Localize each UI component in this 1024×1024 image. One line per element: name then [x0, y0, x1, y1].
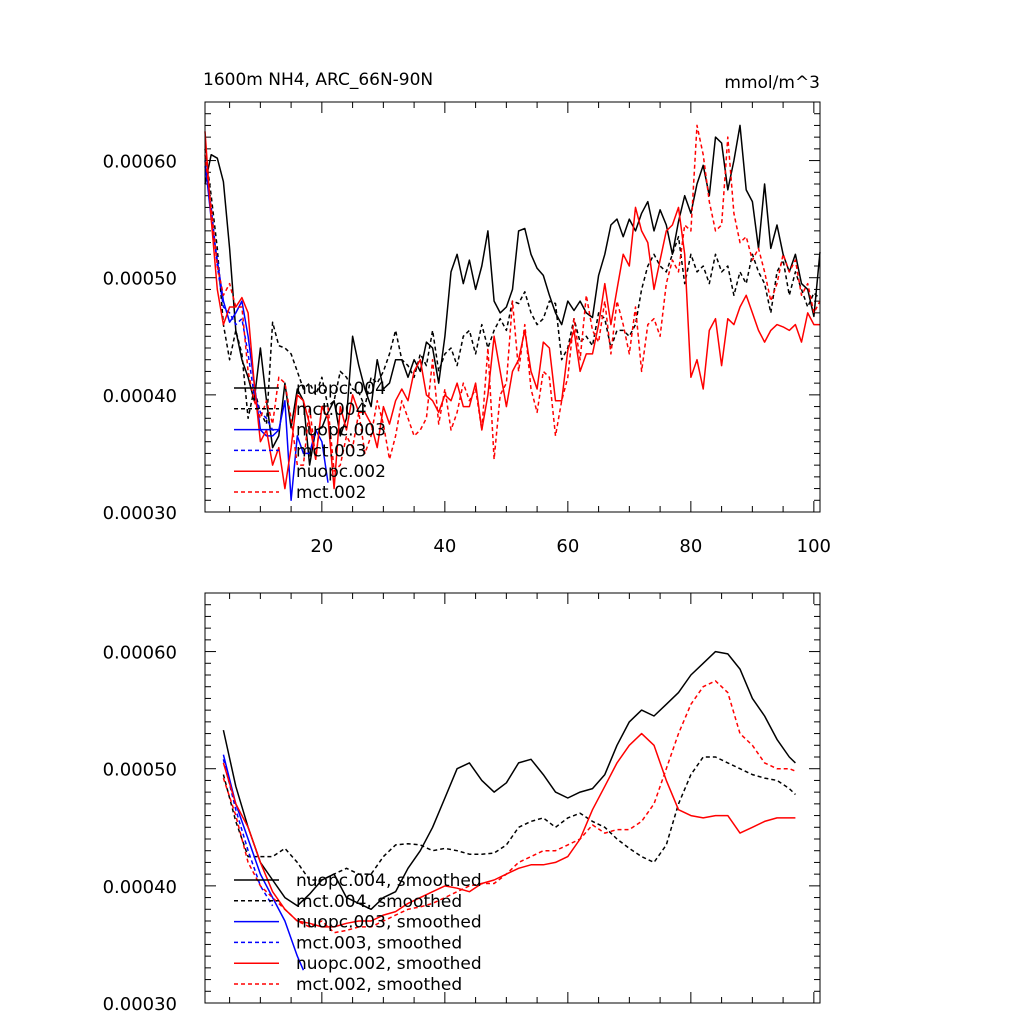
series-line-nuopc-003-smoothed — [222, 754, 305, 971]
bottom-panel: 0.00030 0.00040 0.00050 0.00060 nuopc.004, … — [103, 592, 821, 1015]
top-axes: 20 40 60 80 100 0.00030 0.00040 0.00050 0.00060 — [103, 101, 831, 557]
top-panel: 1600m NH4, ARC_66N-90N mmol/m^3 20 40 60 80… — [103, 70, 831, 557]
legend-label: nuopc.002, smoothed — [296, 954, 482, 974]
legend-label: nuopc.004 — [296, 379, 386, 399]
top-plot-frame — [204, 101, 821, 513]
series-line-nuopc-004-smoothed — [222, 650, 796, 911]
legend-label: mct.004 — [296, 400, 366, 420]
series-line-mct-004-smoothed — [222, 756, 796, 881]
top-series-group — [204, 124, 821, 502]
y-tick-label: 0.00030 — [103, 994, 177, 1015]
series-line-nuopc-002-smoothed — [222, 732, 796, 928]
legend-label: nuopc.002 — [296, 462, 386, 482]
y-tick-label: 0.00040 — [103, 386, 177, 407]
y-tick-label: 0.00060 — [103, 152, 177, 173]
y-tick-label: 0.00030 — [103, 503, 177, 524]
x-tick-label: 80 — [679, 536, 702, 557]
legend-label: nuopc.003, smoothed — [296, 913, 482, 933]
units-label: mmol/m^3 — [724, 73, 820, 93]
legend-label: mct.003, smoothed — [296, 933, 462, 953]
bottom-plot-frame — [204, 592, 821, 1004]
series-line-mct-003-smoothed — [222, 759, 274, 907]
y-tick-label: 0.00050 — [103, 269, 177, 290]
bottom-series-group — [222, 650, 796, 971]
series-line-mct-003 — [204, 166, 279, 431]
y-tick-label: 0.00050 — [103, 760, 177, 781]
legend-label: mct.003 — [296, 441, 366, 461]
legend-label: nuopc.003 — [296, 421, 386, 441]
legend-label: mct.002 — [296, 483, 366, 503]
series-line-nuopc-004 — [204, 124, 821, 466]
top-legend: nuopc.004mct.004nuopc.003mct.003nuopc.00… — [234, 379, 386, 503]
series-line-nuopc-002 — [204, 131, 820, 490]
legend-label: mct.004, smoothed — [296, 892, 462, 912]
bottom-axes: 0.00030 0.00040 0.00050 0.00060 — [103, 592, 820, 1015]
x-tick-label: 40 — [433, 536, 456, 557]
y-tick-label: 0.00060 — [103, 643, 177, 664]
x-tick-label: 20 — [310, 536, 333, 557]
legend-label: mct.002, smoothed — [296, 975, 462, 995]
top-panel-title: 1600m NH4, ARC_66N-90N — [203, 70, 433, 90]
series-line-mct-002 — [204, 124, 821, 472]
series-line-nuopc-003 — [204, 160, 329, 502]
x-tick-label: 100 — [797, 536, 831, 557]
legend-label: nuopc.004, smoothed — [296, 871, 482, 891]
series-line-mct-002-smoothed — [222, 680, 796, 934]
x-tick-label: 60 — [556, 536, 579, 557]
y-tick-label: 0.00040 — [103, 877, 177, 898]
